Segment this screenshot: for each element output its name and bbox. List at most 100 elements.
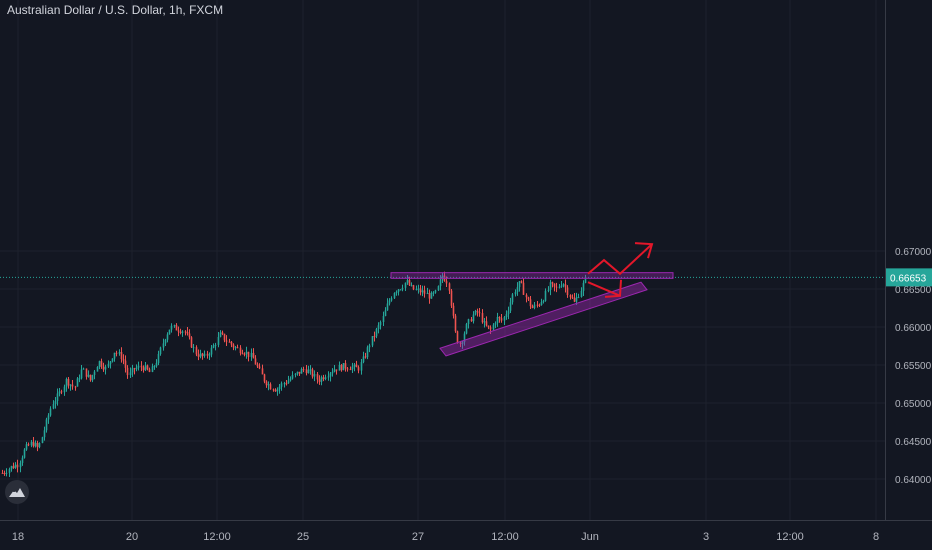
candle-body [49,408,52,416]
candle-body [465,324,468,334]
candle-body [80,369,83,379]
candle-body [269,384,272,390]
candle-body [562,284,565,286]
candle-body [560,285,563,287]
candle-body [399,289,402,291]
candle-body [210,347,213,355]
candles [1,271,587,478]
candle-body [472,314,475,322]
candle-body [232,344,235,348]
candle-body [476,310,479,313]
time-tick-label: 12:00 [491,531,519,543]
candle-body [351,366,354,370]
candle-body [419,288,422,293]
candle-body [329,373,332,377]
candle-body [241,353,244,355]
candle-body [87,374,90,377]
candle-body [168,329,171,335]
time-tick-label: 3 [703,531,709,543]
candle-body [280,383,283,387]
candle-body [34,442,37,447]
candle-body [445,280,448,284]
candle-body [214,344,217,346]
candle-body [148,369,151,372]
tradingview-logo-icon[interactable] [5,480,29,504]
candle-body [390,298,393,301]
candle-body [478,312,481,314]
candle-body [544,290,547,301]
candle-body [52,404,55,409]
candle-body [316,374,319,380]
candle-body [38,442,41,448]
candle-body [157,353,160,364]
candle-body [230,341,233,345]
candle-body [331,371,334,374]
candle-body [496,316,499,323]
candle-body [225,340,228,342]
candle-body [531,306,534,308]
candle-body [344,363,347,369]
candle-body [421,290,424,293]
candle-body [234,347,237,349]
candle-body [58,391,61,394]
candle-body [186,331,189,334]
candle-body [518,281,521,288]
candle-body [164,339,167,344]
candle-body [514,292,517,295]
candle-body [223,333,226,341]
candle-body [357,367,360,371]
candle-body [190,337,193,348]
last-price-label: 0.66653 [890,273,927,284]
candle-body [74,386,77,388]
candle-body [285,383,288,385]
candle-body [188,333,191,338]
candle-body [43,430,46,438]
candle-body [318,379,321,382]
candle-body [360,362,363,371]
candle-body [500,318,503,321]
candle-body [397,289,400,292]
price-tick-label: 0.67000 [895,247,932,258]
candle-body [47,415,50,420]
time-tick-label: 20 [126,531,138,543]
candle-body [322,377,325,380]
candle-body [162,343,165,348]
candle-body [126,367,129,376]
candle-body [217,336,220,345]
candle-body [219,332,222,337]
candle-body [417,288,420,290]
candle-body [305,369,308,374]
candle-body [228,341,231,343]
candle-body [135,367,138,370]
candle-body [410,285,413,287]
candle-body [388,300,391,304]
candle-body [485,321,488,326]
candle-body [129,372,132,376]
candle-body [179,331,182,333]
price-tick-label: 0.64000 [895,475,932,486]
candle-body [155,363,158,367]
candle-body [19,462,22,468]
candle-body [199,353,202,357]
candle-body [573,297,576,302]
candle-body [456,331,459,343]
candle-body [36,442,39,448]
candle-body [335,369,338,371]
candle-body [375,329,378,337]
scenario-up-arrow [587,243,653,276]
time-tick-label: 27 [412,531,424,543]
candle-body [23,449,26,458]
candle-body [582,282,585,291]
candle-body [181,331,184,333]
candle-body [558,286,561,288]
candle-body [498,316,501,319]
candle-body [423,290,426,294]
candle-body [492,324,495,330]
candle-body [254,358,257,365]
candle-body [122,359,125,361]
candle-body [109,361,112,364]
candle-body [258,366,261,369]
